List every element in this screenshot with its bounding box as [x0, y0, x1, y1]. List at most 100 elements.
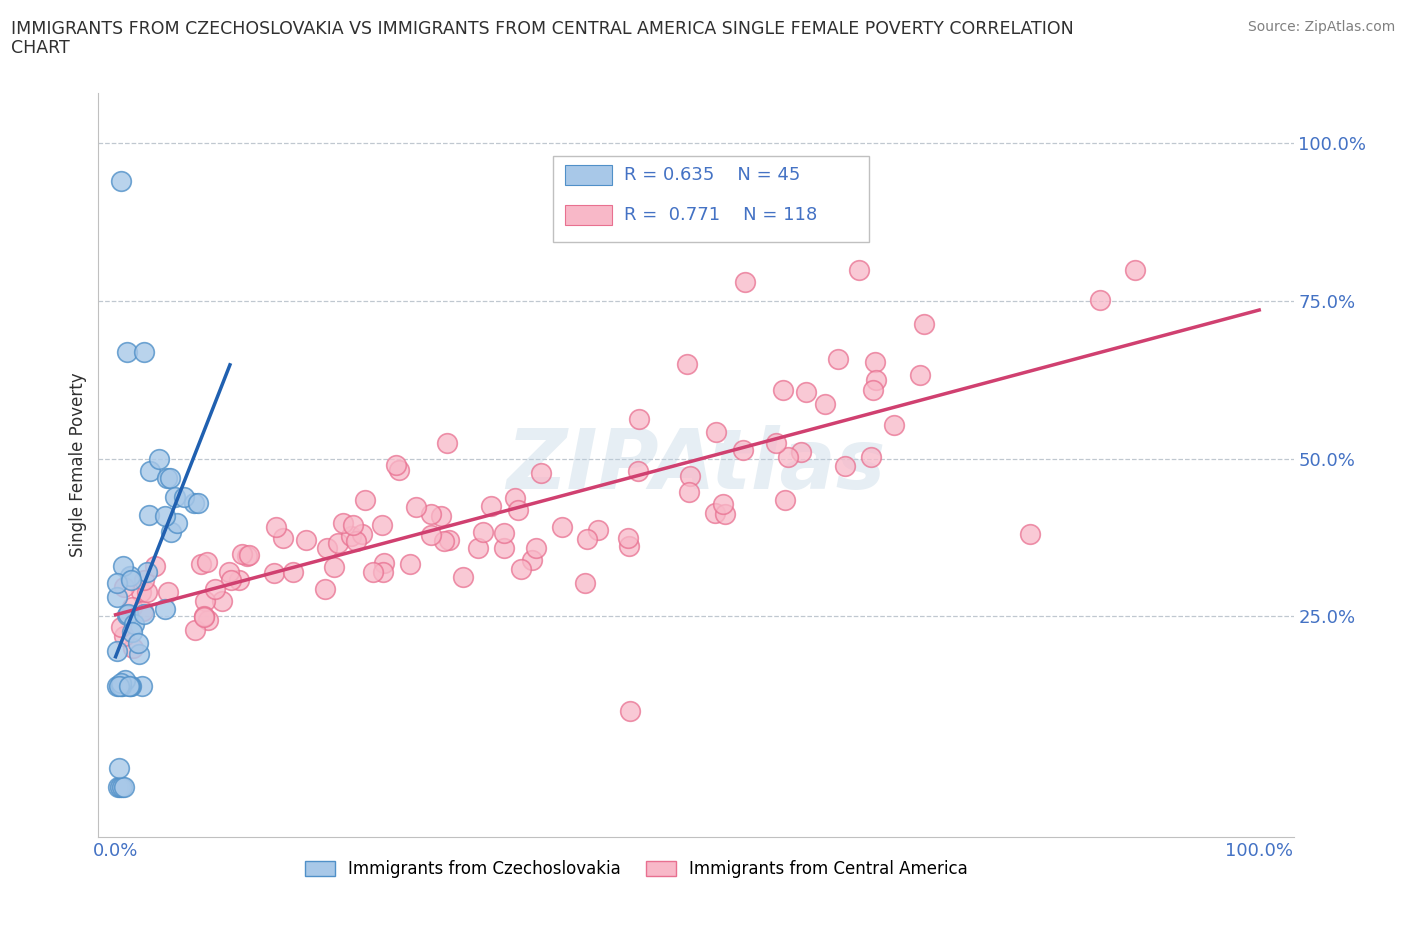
Point — [373, 555, 395, 570]
Point — [451, 569, 474, 584]
Point — [105, 678, 128, 693]
Point — [912, 316, 935, 331]
Point — [112, 579, 135, 594]
Point — [503, 490, 526, 505]
Point — [166, 515, 188, 530]
Point — [439, 532, 461, 547]
Point — [112, 779, 135, 794]
Point — [114, 673, 136, 688]
Point — [156, 584, 179, 599]
Point — [295, 532, 318, 547]
Point — [778, 449, 800, 464]
Point — [713, 507, 735, 522]
Point — [193, 609, 215, 624]
Point — [332, 515, 354, 530]
Point — [219, 573, 242, 588]
FancyBboxPatch shape — [565, 206, 613, 225]
Point — [105, 590, 128, 604]
Point — [863, 354, 886, 369]
Point — [430, 509, 453, 524]
Point — [617, 530, 640, 545]
Point — [129, 584, 152, 599]
Point — [388, 462, 411, 477]
Text: IMMIGRANTS FROM CZECHOSLOVAKIA VS IMMIGRANTS FROM CENTRAL AMERICA SINGLE FEMALE : IMMIGRANTS FROM CZECHOSLOVAKIA VS IMMIGR… — [11, 20, 1074, 38]
Point — [153, 602, 176, 617]
Point — [765, 436, 787, 451]
Point — [510, 562, 533, 577]
Point — [576, 532, 599, 547]
Text: ZIPAtlas: ZIPAtlas — [506, 424, 886, 506]
Point — [479, 498, 502, 513]
Point — [122, 641, 145, 656]
Point — [118, 678, 141, 693]
Point — [107, 779, 129, 794]
Point — [183, 496, 205, 511]
Point — [350, 526, 373, 541]
Point — [138, 508, 160, 523]
Point — [733, 443, 755, 458]
Point — [342, 517, 364, 532]
Point — [194, 594, 217, 609]
Point — [187, 496, 209, 511]
Point — [117, 606, 139, 621]
Point — [910, 368, 932, 383]
Point — [131, 678, 153, 693]
Point — [419, 507, 441, 522]
Point — [859, 450, 882, 465]
Point — [628, 412, 651, 427]
Point — [173, 489, 195, 504]
Point — [1123, 262, 1146, 277]
Point — [827, 352, 849, 366]
Point — [524, 540, 547, 555]
Text: Source: ZipAtlas.com: Source: ZipAtlas.com — [1247, 20, 1395, 34]
Point — [114, 629, 136, 644]
Point — [228, 573, 250, 588]
Legend: Immigrants from Czechoslovakia, Immigrants from Central America: Immigrants from Czechoslovakia, Immigran… — [298, 853, 974, 884]
Point — [271, 531, 294, 546]
Point — [794, 384, 817, 399]
Point — [107, 678, 129, 693]
Point — [436, 435, 458, 450]
Point — [236, 548, 259, 563]
Point — [139, 464, 162, 479]
Point — [1088, 293, 1111, 308]
Point — [263, 565, 285, 580]
Point — [190, 556, 212, 571]
FancyBboxPatch shape — [553, 156, 869, 242]
Point — [314, 582, 336, 597]
Point — [117, 678, 139, 693]
Point — [121, 624, 143, 639]
Point — [148, 451, 170, 466]
Point — [361, 565, 384, 579]
Point — [264, 519, 287, 534]
Point — [711, 497, 734, 512]
Point — [110, 174, 132, 189]
Point — [108, 779, 131, 794]
Point — [184, 622, 207, 637]
Point — [679, 468, 702, 483]
Point — [134, 606, 156, 621]
Point — [467, 540, 489, 555]
Point — [322, 560, 344, 575]
Point — [399, 556, 422, 571]
Point — [163, 489, 186, 504]
Point — [326, 536, 349, 551]
Point — [315, 540, 337, 555]
Point — [159, 471, 181, 485]
Point — [111, 678, 134, 693]
Point — [132, 604, 155, 618]
Point — [574, 576, 596, 591]
Point — [862, 382, 884, 397]
Point — [110, 676, 132, 691]
Point — [848, 262, 870, 277]
Point — [117, 607, 139, 622]
Point — [371, 565, 394, 579]
Point — [143, 558, 166, 573]
Point — [238, 548, 260, 563]
Point — [433, 534, 456, 549]
Point — [108, 760, 131, 775]
Point — [619, 703, 641, 718]
Point — [814, 397, 837, 412]
Point — [703, 506, 725, 521]
Point — [111, 558, 134, 573]
